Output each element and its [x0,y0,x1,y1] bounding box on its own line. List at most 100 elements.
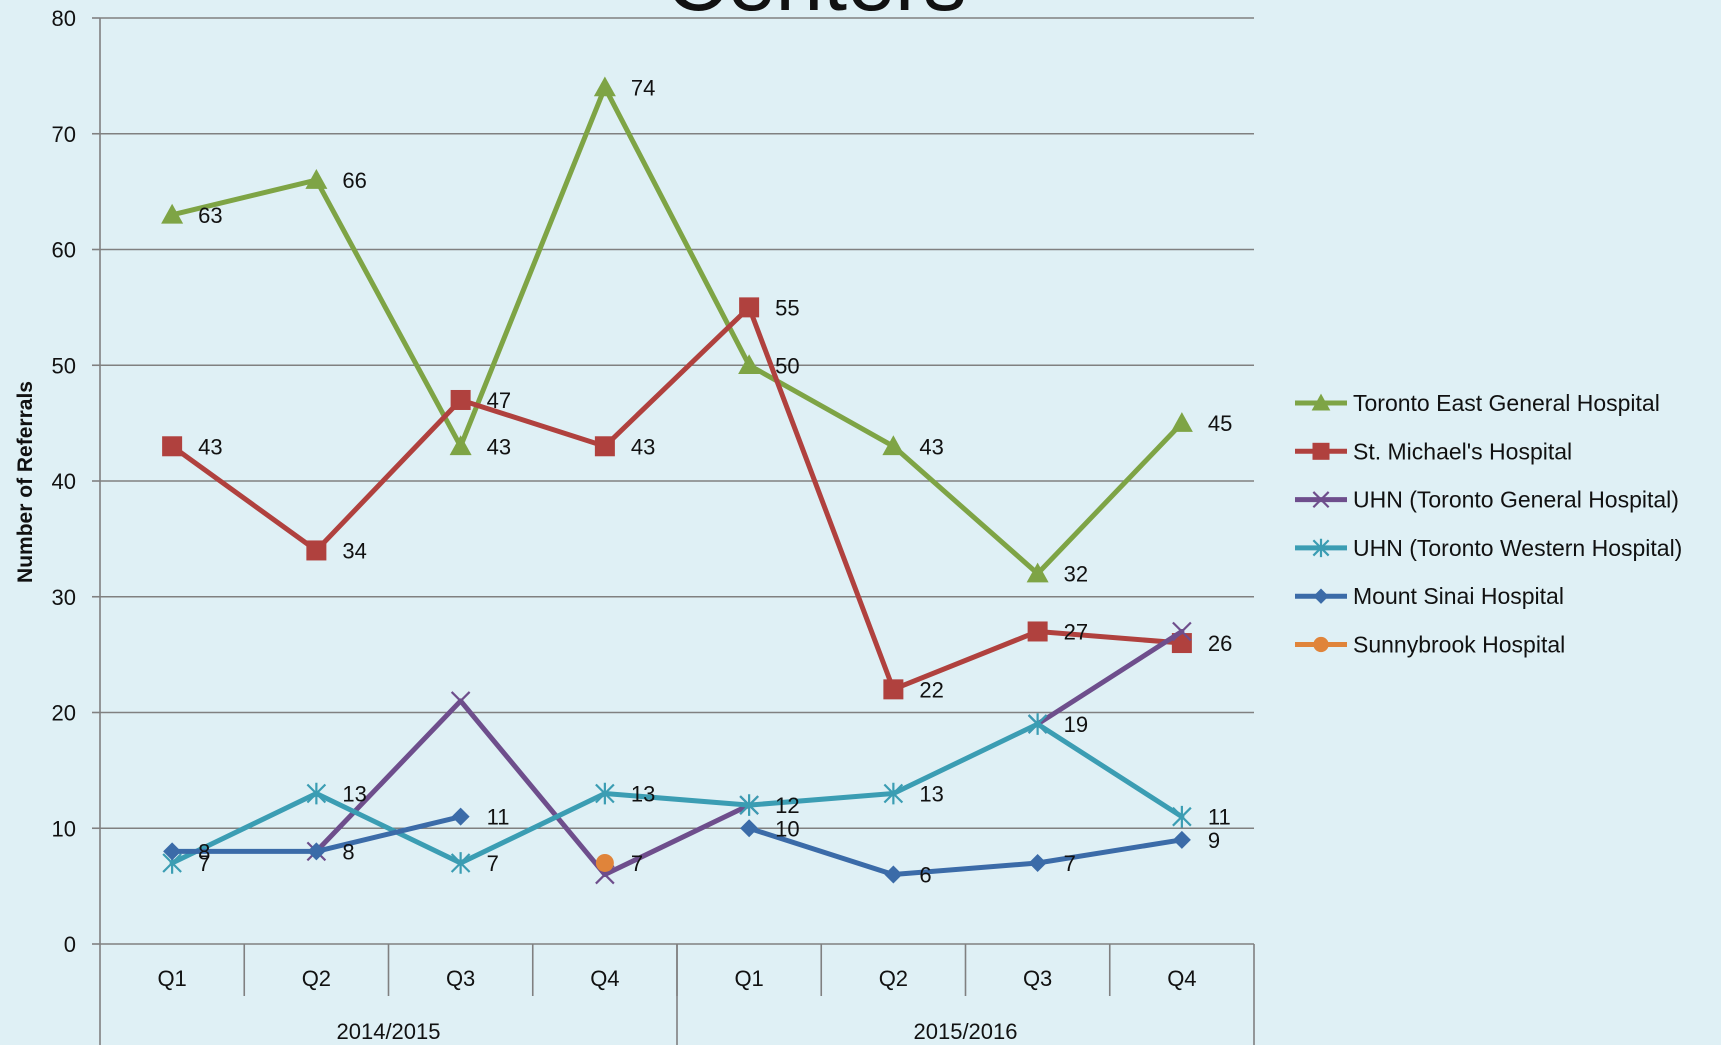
data-label: 47 [487,388,511,413]
legend-item: Toronto East General Hospital [1295,390,1660,416]
data-label: 55 [775,295,799,320]
data-label: 7 [198,851,210,876]
data-label: 43 [919,434,943,459]
series-line [169,84,1185,577]
x-tick-label: Q1 [734,966,763,991]
marker-square [883,679,904,700]
data-label: 63 [198,203,222,228]
marker-diamond [451,807,470,826]
data-label: 13 [919,782,943,807]
marker-square [450,389,471,410]
series-uhn-toronto-general-hospital- [306,621,1192,885]
marker-square [1027,621,1048,642]
x-tick-label: Q3 [446,966,475,991]
data-label: 22 [919,677,943,702]
marker-triangle [305,169,328,189]
x-tick-label: Q4 [590,966,619,991]
marker-square [739,297,760,318]
group-label: 2015/2016 [914,1019,1018,1044]
data-label: 13 [631,782,655,807]
data-label: 43 [631,434,655,459]
data-label: 26 [1208,631,1232,656]
chart-title: Centers [665,0,966,29]
series-line [313,698,752,878]
series-sunnybrook-hospital [595,853,614,872]
marker-square [1312,442,1330,460]
data-label: 34 [342,538,366,563]
marker-triangle [161,203,184,224]
data-label: 19 [1064,712,1088,737]
data-label: 7 [487,851,499,876]
marker-diamond [307,842,326,861]
marker-diamond [740,819,759,838]
data-label: 27 [1064,619,1088,644]
y-tick-label: 70 [52,122,76,147]
marker-star [883,782,904,805]
legend: Toronto East General Hospital St. Michael… [1295,390,1682,658]
marker-star [739,794,759,816]
y-tick-label: 30 [52,585,76,610]
gridlines [92,17,1254,945]
legend-label: UHN (Toronto Western Hospital) [1353,535,1682,561]
marker-x [1312,491,1330,509]
data-label: 7 [1064,851,1076,876]
legend-item: Mount Sinai Hospital [1295,583,1564,609]
marker-circle [595,853,614,872]
data-label: 13 [342,782,366,807]
series-line [169,304,1185,692]
legend-label: Toronto East General Hospital [1353,390,1660,416]
series-toronto-east-general-hospital [161,76,1193,583]
marker-diamond [1313,588,1329,604]
x-tick-label: Q2 [302,966,331,991]
x-tick-label: Q1 [157,966,186,991]
marker-triangle [1026,562,1049,583]
y-tick-label: 0 [64,932,76,957]
marker-star [1312,538,1330,558]
x-axis: Q1 Q2 Q3 Q4 Q1 Q2 Q3 Q4 2014/2015 2015/2016 [99,18,1255,1045]
data-labels: 63 66 43 74 50 43 32 45 43 34 47 43 55 22 27 26 13 13 12 13… [198,75,1232,887]
y-tick-label: 80 [52,6,76,31]
data-label: 12 [775,793,799,818]
data-label: 45 [1208,411,1232,436]
data-label: 32 [1064,562,1088,587]
series-lines [161,76,1193,885]
legend-item: Sunnybrook Hospital [1295,632,1565,658]
y-tick-label: 40 [52,469,76,494]
x-tick-label: Q4 [1167,966,1196,991]
marker-x [1172,621,1192,642]
data-label: 11 [1208,805,1231,830]
x-tick-label: Q2 [879,966,908,991]
y-axis-label: Number of Referrals [14,381,37,583]
series-uhn-toronto-western-hospital- [162,713,1192,874]
data-label: 43 [487,434,511,459]
marker-triangle [882,435,905,456]
legend-label: UHN (Toronto General Hospital) [1353,487,1679,513]
legend-item: UHN (Toronto General Hospital) [1295,487,1679,513]
data-label: 66 [342,168,366,193]
data-label: 6 [919,863,931,888]
x-tick-label: Q3 [1023,966,1052,991]
data-label: 74 [631,75,655,100]
y-tick-label: 10 [52,816,76,841]
marker-triangle [1170,412,1193,432]
y-tick-label: 20 [52,701,76,726]
marker-diamond [163,842,182,861]
marker-star [595,782,615,805]
marker-x [450,691,471,711]
series-mount-sinai-hospital [163,807,1191,884]
y-tick-label: 50 [52,353,76,378]
legend-label: St. Michael's Hospital [1353,438,1572,464]
data-label: 43 [198,434,222,459]
marker-square [306,540,327,561]
data-label: 50 [775,353,799,378]
legend-label: Sunnybrook Hospital [1353,632,1565,658]
marker-diamond [1172,830,1191,849]
marker-triangle [449,435,472,456]
data-label: 7 [631,851,643,876]
series-st-michael-s-hospital [162,297,1192,700]
group-label: 2014/2015 [337,1019,441,1044]
marker-diamond [1028,853,1047,872]
marker-triangle [1311,393,1331,411]
data-label: 8 [198,839,210,864]
marker-square [1171,633,1192,654]
